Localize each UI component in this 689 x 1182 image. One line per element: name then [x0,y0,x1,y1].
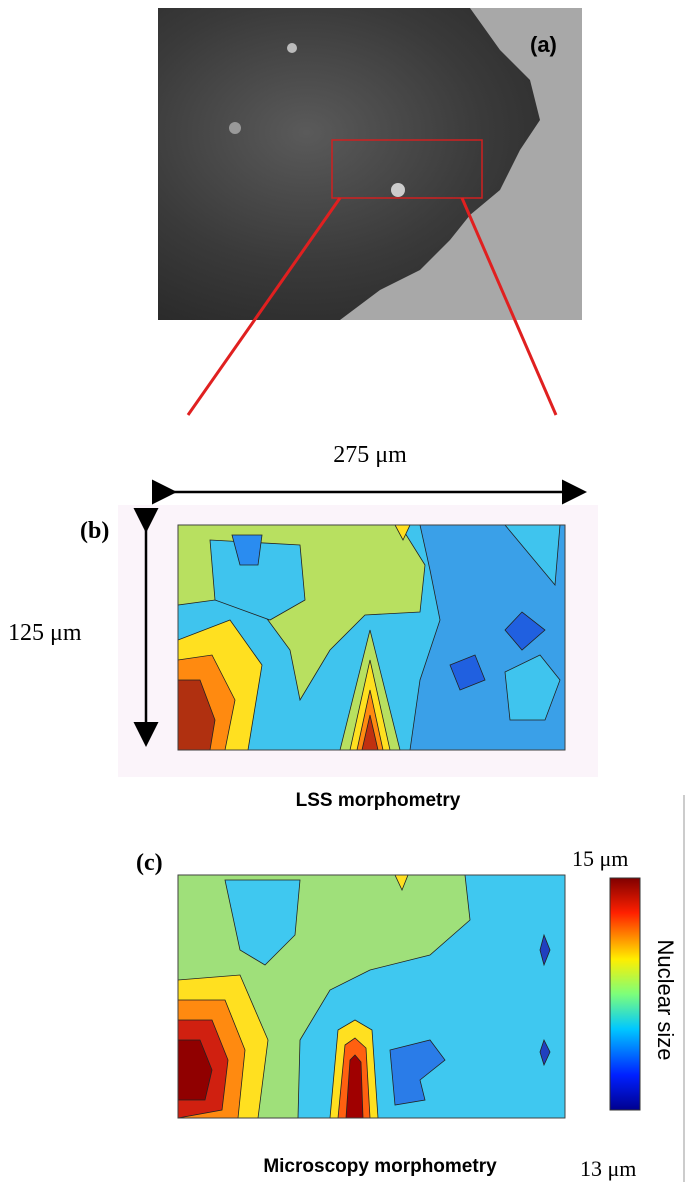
panel-caption: LSS morphometry [296,790,461,811]
panel-label: (c) [136,850,163,876]
colorbar [610,878,640,1110]
scale-label: 275 μm [333,442,407,468]
scale-label: 125 μm [8,620,82,646]
micrograph [158,8,582,415]
panel-label: (a) [530,32,557,57]
contour-plot [178,875,565,1118]
contour-plot [178,525,565,750]
colorbar-title: Nuclear size [653,939,678,1060]
panel-caption: Microscopy morphometry [263,1156,497,1177]
colorbar-min: 13 μm [580,1156,636,1181]
figure: (a) 275 μm (b) 125 μm LSS morphometry 15… [0,0,689,1182]
colorbar-max: 15 μm [572,846,628,871]
panel-label: (b) [80,518,109,544]
